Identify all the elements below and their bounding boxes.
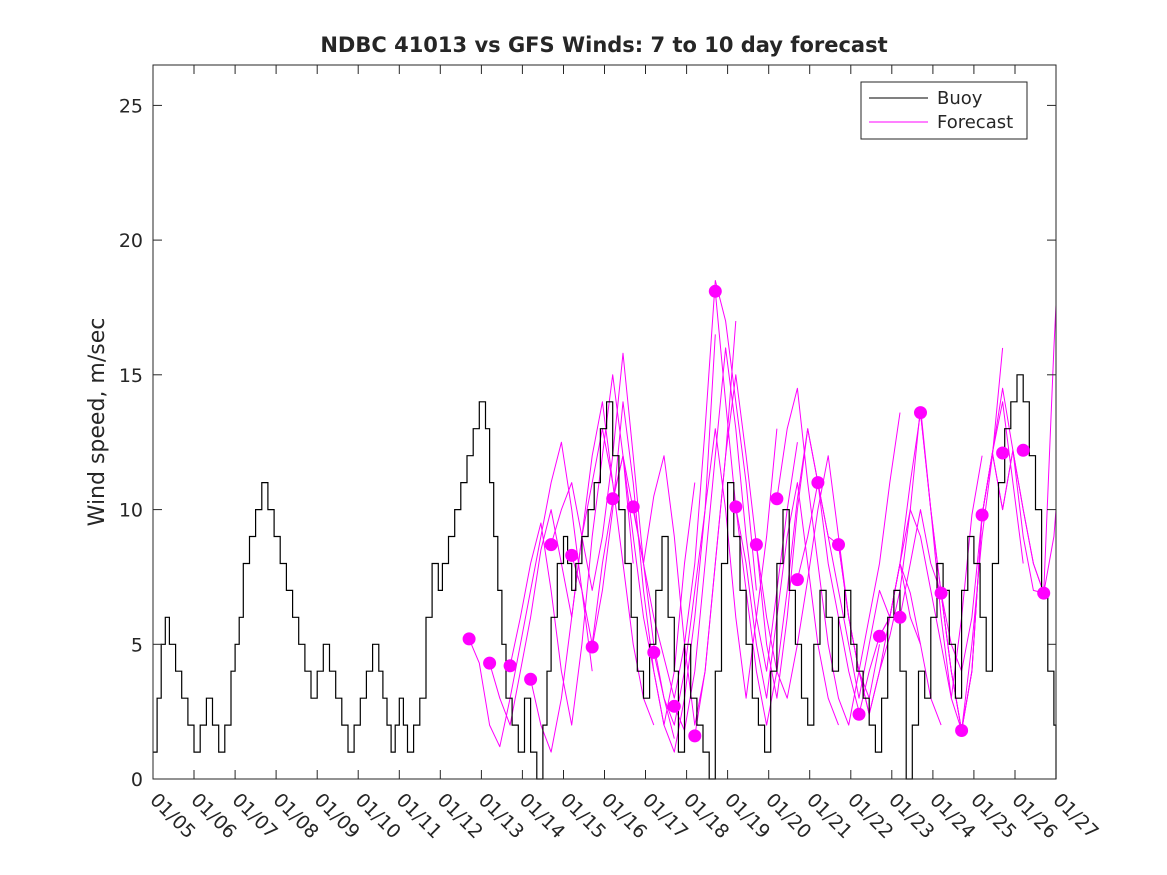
forecast-marker — [503, 659, 517, 673]
forecast-markers-group — [462, 284, 1051, 743]
y-tick-label: 10 — [119, 500, 143, 522]
y-tick-label: 15 — [119, 365, 143, 387]
forecast-line-25 — [961, 449, 1057, 731]
forecast-line-3 — [509, 374, 634, 726]
forecast-marker — [1016, 443, 1030, 457]
forecast-line-2 — [489, 428, 614, 726]
forecast-marker — [790, 573, 804, 587]
forecast-marker — [729, 500, 743, 514]
forecast-marker — [688, 729, 702, 743]
forecast-marker — [914, 406, 927, 420]
y-tick-label: 25 — [119, 95, 143, 117]
forecast-marker — [667, 699, 681, 713]
forecast-marker — [873, 629, 886, 643]
forecast-marker — [996, 446, 1010, 460]
forecast-marker — [565, 548, 579, 562]
forecast-marker — [524, 672, 538, 686]
forecast-line-4 — [530, 401, 655, 753]
y-tick-labels: 0 5 10 15 20 25 — [119, 95, 143, 791]
forecast-marker — [955, 724, 969, 737]
forecast-line-1 — [468, 441, 593, 748]
forecast-marker — [811, 476, 825, 490]
forecast-marker — [708, 284, 722, 298]
y-tick-label: 5 — [131, 634, 143, 656]
chart-title: NDBC 41013 vs GFS Winds: 7 to 10 day for… — [320, 33, 887, 57]
forecast-marker — [626, 500, 640, 514]
legend-label-buoy: Buoy — [937, 88, 983, 109]
buoy-line — [153, 374, 1057, 780]
forecast-marker — [606, 492, 620, 506]
legend-box — [860, 81, 1028, 140]
forecast-marker — [462, 632, 476, 646]
forecast-marker — [852, 707, 866, 721]
forecast-marker — [934, 586, 948, 600]
forecast-marker — [1037, 586, 1051, 600]
buoy-series-group — [153, 374, 1057, 780]
forecast-marker — [585, 640, 599, 654]
forecast-marker — [483, 656, 497, 670]
y-tick-label: 20 — [119, 230, 143, 252]
forecast-line-16 — [776, 387, 901, 726]
forecast-marker — [832, 538, 845, 552]
legend: Buoy Forecast — [860, 81, 1028, 140]
y-axis-label: Wind speed, m/sec — [85, 318, 110, 527]
forecast-line-7 — [591, 334, 716, 753]
forecast-marker — [975, 508, 989, 522]
forecast-marker — [544, 538, 558, 552]
forecast-marker — [647, 645, 661, 659]
forecast-marker — [893, 610, 907, 624]
forecast-marker — [749, 538, 763, 552]
forecast-marker — [770, 492, 784, 506]
legend-label-forecast: Forecast — [937, 112, 1013, 133]
y-tick-label: 0 — [131, 769, 143, 791]
axis-ticks — [152, 65, 1057, 780]
forecast-line-9 — [632, 280, 757, 699]
